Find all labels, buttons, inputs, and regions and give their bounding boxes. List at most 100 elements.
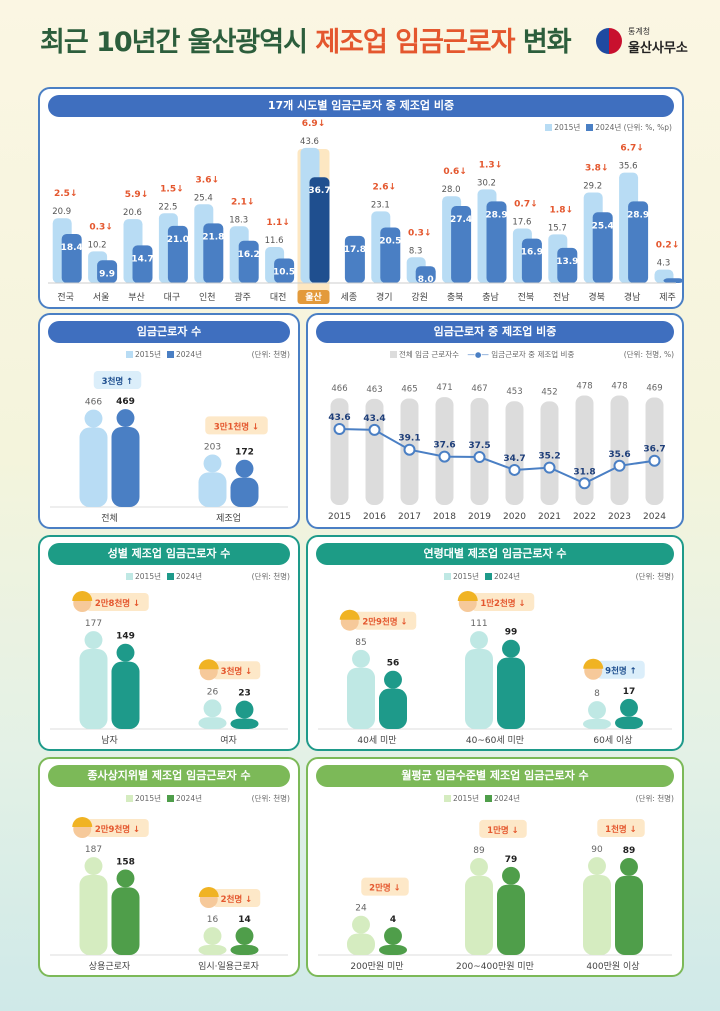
value-label-2015: 23.1 [371,200,390,210]
value-label-2024: 56 [387,659,400,669]
category-label: 여자 [220,734,237,746]
change-label: 3.6↓ [196,175,219,185]
change-label: 2.6↓ [373,182,396,192]
hardhat-icon [457,591,478,601]
change-callout-bg [205,416,268,435]
panel-title: 종사상지위별 제조업 임금근로자 수 [48,765,290,787]
category-label: 대구 [164,292,181,303]
change-label: 5.9↓ [125,190,148,200]
bar-2015 [79,875,108,955]
change-callout: 1천명 ↓ [605,824,637,835]
value-label-total: 471 [436,383,452,393]
change-callout-bg [479,819,527,838]
legend-swatch [586,124,594,131]
bar-2024 [628,201,649,283]
share-value-label: 43.6 [328,413,350,423]
panel-title: 연령대별 제조업 임금근로자 수 [316,543,674,565]
category-label: 제조업 [216,513,241,524]
unit-label: (단위: 천명) [251,794,290,803]
hardhat-icon [339,609,360,620]
unit-label: (단위: 천명) [635,794,674,803]
value-label-2015: 177 [85,619,102,629]
title-part1: 최근 10년간 울산광역시 [40,27,316,58]
value-label-total: 466 [331,384,347,394]
share-value-label: 31.8 [573,467,595,477]
bar-2024 [344,235,365,283]
person-head-2024 [384,927,402,945]
value-label-2024: 14.7 [131,254,153,264]
bar-2024 [592,212,613,283]
category-label: 경기 [376,291,393,303]
value-label-2015: 30.2 [477,178,496,188]
value-label-2024: 4 [390,915,396,925]
person-head-2015 [470,857,488,876]
bar-2024 [415,266,436,283]
change-callout: 3천명 ↑ [102,376,134,387]
value-label-2015: 90 [591,845,603,855]
share-point [473,451,486,464]
person-head-2015 [470,631,488,649]
person-head-2024 [116,409,135,427]
category-label: 전북 [518,292,535,303]
share-value-label: 37.5 [468,441,490,451]
value-label-2024: 172 [235,448,254,458]
change-callout: 2천명 ↓ [221,894,253,905]
bar-2024 [230,477,259,507]
share-point [403,443,416,456]
change-callout: 2만8천명 ↓ [95,598,140,609]
bar-2024 [274,258,295,283]
person-head-2024 [116,869,135,888]
person-head-2015 [84,409,103,428]
hardhat-icon [72,817,93,827]
value-label-2024: 20.5 [379,236,401,246]
value-label-2015: 22.5 [158,202,177,212]
legend-label: 2015년 [135,572,161,581]
panel-title: 월평균 임금수준별 제조업 임금근로자 수 [316,765,674,787]
value-label-2015: 16 [207,915,219,925]
value-label-2024: 21.0 [167,235,189,245]
share-point [578,477,591,490]
category-label: 전남 [553,292,570,303]
category-label: 서울 [93,292,110,303]
value-label-2024: 25.4 [592,221,614,231]
category-label: 400만원 이상 [586,961,639,972]
change-callout: 3만1천명 ↓ [214,421,259,432]
change-callout-bg [86,593,149,611]
change-label: 2.5↓ [54,189,77,199]
unit-label: (단위: 천명, %) [623,350,674,359]
year-label: 2021 [538,512,561,522]
bar-2015 [465,649,493,729]
bar-2024 [111,661,140,729]
bar-total-workers [365,398,384,505]
person-head-2015 [588,701,606,719]
category-label: 부산 [128,292,145,303]
change-callout: 2만9천명 ↓ [362,617,407,628]
bar-2015 [79,427,108,507]
value-label-2024: 16.2 [238,250,260,260]
chart-wage-level: 24 4 200만원 미만 2만명 ↓ 89 79 200~400만원 미만 1만명 ↓ 90 8… [318,819,672,972]
share-value-label: 35.6 [608,450,630,460]
category-label: 40~60세 미만 [466,735,524,746]
bar-total-workers [610,395,629,505]
unit-label: (단위: 천명) [251,572,290,581]
value-label-total: 452 [541,387,557,397]
panel-title: 임금근로자 중 제조업 비중 [316,321,674,343]
change-callout-bg [597,819,645,837]
person-head-2024 [620,857,638,876]
category-label: 강원 [411,292,428,303]
share-point [368,423,381,436]
panel-title: 성별 제조업 임금근로자 수 [48,543,290,565]
category-label: 충북 [447,292,464,303]
legend-swatch [126,795,133,802]
value-label-2024: 27.4 [450,215,472,225]
category-label: 충남 [482,292,499,303]
value-label-2024: 21.8 [202,232,224,242]
value-label-2015: 20.6 [123,208,142,218]
change-callout-bg [353,611,417,630]
unit-label: (단위: 천명) [251,350,290,359]
change-label: 0.3↓ [89,222,112,232]
value-label-total: 478 [611,381,627,391]
legend-label: 2024년 [176,350,202,359]
legend-label: 임금근로자 중 제조업 비중 [491,350,575,359]
value-label-2024: 89 [623,846,636,856]
